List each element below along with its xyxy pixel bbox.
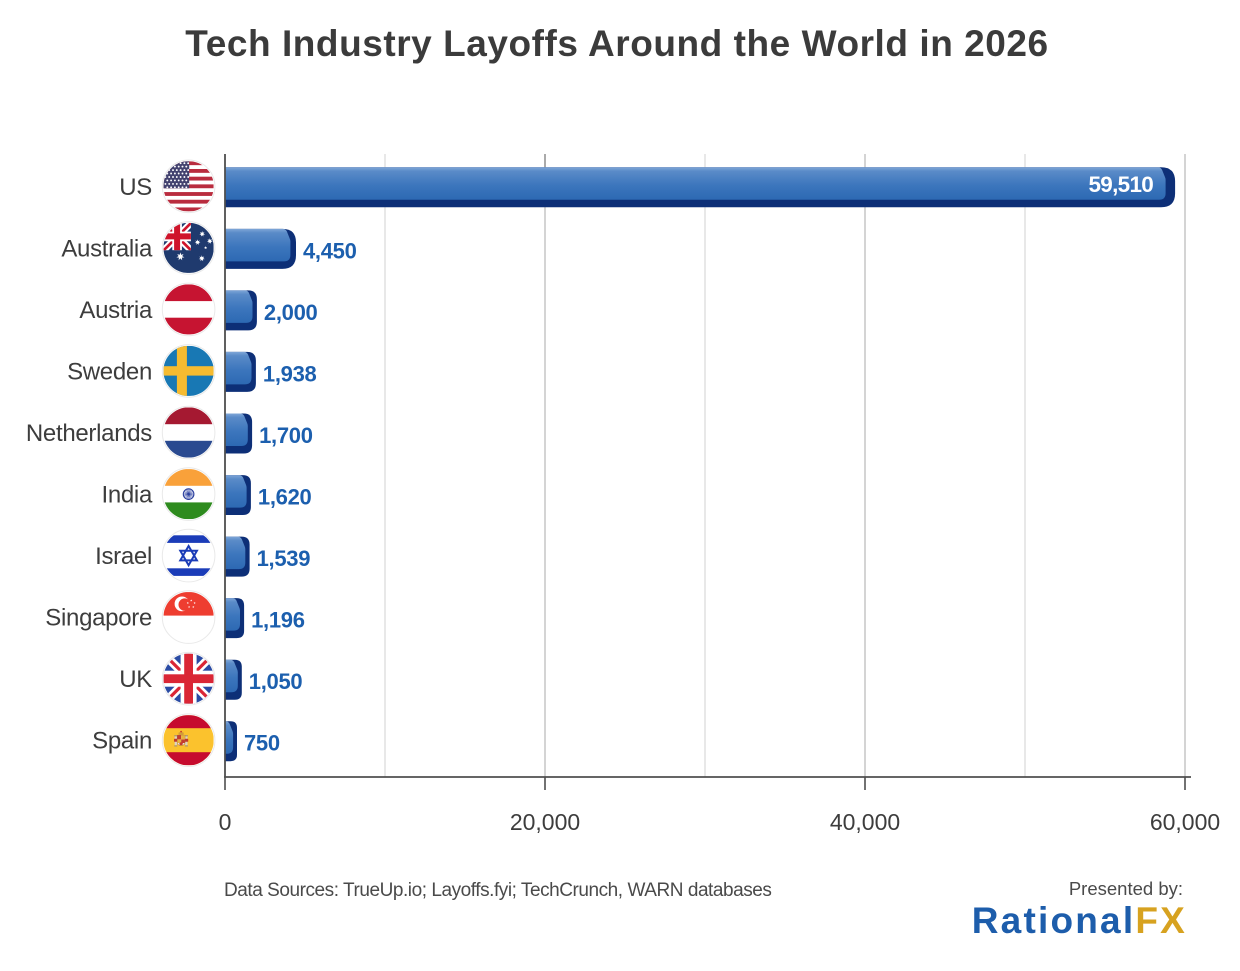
- svg-text:2,000: 2,000: [264, 300, 318, 325]
- svg-text:0: 0: [219, 809, 232, 835]
- svg-text:Netherlands: Netherlands: [26, 420, 152, 447]
- svg-text:1,938: 1,938: [263, 361, 317, 386]
- svg-text:Spain: Spain: [92, 728, 152, 755]
- svg-text:750: 750: [244, 731, 280, 756]
- svg-text:20,000: 20,000: [510, 809, 580, 835]
- svg-text:Singapore: Singapore: [45, 605, 152, 632]
- svg-text:60,000: 60,000: [1150, 809, 1220, 835]
- svg-text:1,700: 1,700: [259, 423, 313, 448]
- svg-text:Data Sources: TrueUp.io; Layof: Data Sources: TrueUp.io; Layoffs.fyi; Te…: [224, 880, 771, 901]
- svg-text:RationalFX: RationalFX: [972, 900, 1187, 941]
- svg-text:Presented by:: Presented by:: [1069, 878, 1183, 899]
- svg-text:Sweden: Sweden: [67, 358, 152, 385]
- svg-text:India: India: [101, 482, 152, 509]
- svg-text:US: US: [119, 174, 152, 201]
- svg-text:40,000: 40,000: [830, 809, 900, 835]
- svg-text:UK: UK: [119, 666, 152, 693]
- svg-text:1,620: 1,620: [258, 485, 312, 510]
- svg-text:1,050: 1,050: [249, 669, 303, 694]
- svg-text:1,196: 1,196: [251, 608, 305, 633]
- svg-text:Australia: Australia: [61, 235, 153, 262]
- svg-text:1,539: 1,539: [257, 546, 311, 571]
- svg-text:59,510: 59,510: [1088, 172, 1153, 197]
- svg-text:4,450: 4,450: [303, 238, 357, 263]
- svg-text:Austria: Austria: [79, 297, 153, 324]
- svg-text:Israel: Israel: [95, 543, 152, 570]
- svg-text:Tech Industry Layoffs Around t: Tech Industry Layoffs Around the World i…: [185, 23, 1048, 64]
